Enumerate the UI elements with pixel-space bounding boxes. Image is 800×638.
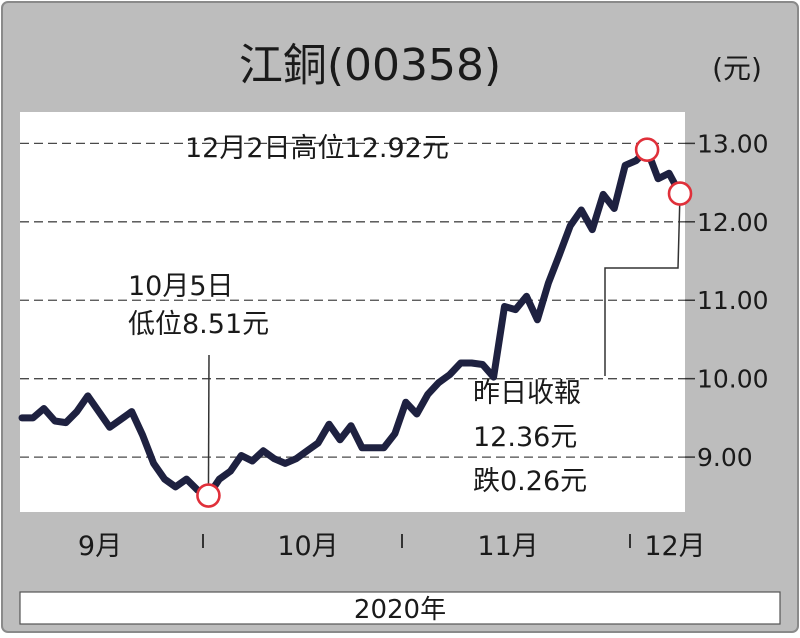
high-annotation: 12月2日高位12.92元 [185,133,449,164]
y-axis: 13.00 12.00 11.00 10.00 9.00 [685,129,769,472]
year-label: 2020年 [354,595,446,625]
low-leader-line [207,354,210,496]
unit-label: (元) [712,52,762,85]
low-annotation-date: 10月5日 [128,271,234,302]
last-annotation-title: 昨日收報 [473,378,581,409]
chart-title: 江銅(00358) [239,40,501,91]
last-annotation-price: 12.36元 [473,422,577,453]
y-tick-label: 11.00 [697,286,769,315]
markers [196,137,693,508]
month-label: 9月 [78,531,122,562]
low-annotation-value: 低位8.51元 [128,309,269,340]
annotation-leaders [207,193,681,496]
last-annotation-change: 跌0.26元 [473,466,587,497]
last-leader-line [604,193,681,376]
low-marker [196,483,221,508]
y-tick-label: 12.00 [697,208,769,237]
month-label: 11月 [477,531,538,562]
year-box [19,591,781,625]
high-marker [634,137,660,162]
month-label: 10月 [277,531,338,562]
month-label: 12月 [644,531,705,562]
y-tick-label: 13.00 [697,129,769,158]
low-annotation: 10月5日 低位8.51元 [128,271,269,340]
last-marker [667,181,693,206]
y-tick-label: 9.00 [697,443,753,472]
y-tick-label: 10.00 [697,365,769,394]
x-axis: 9月 10月 11月 12月 [78,531,706,562]
plot-area [20,112,685,512]
price-line [18,146,684,499]
last-annotation: 昨日收報 12.36元 跌0.26元 [473,378,590,497]
